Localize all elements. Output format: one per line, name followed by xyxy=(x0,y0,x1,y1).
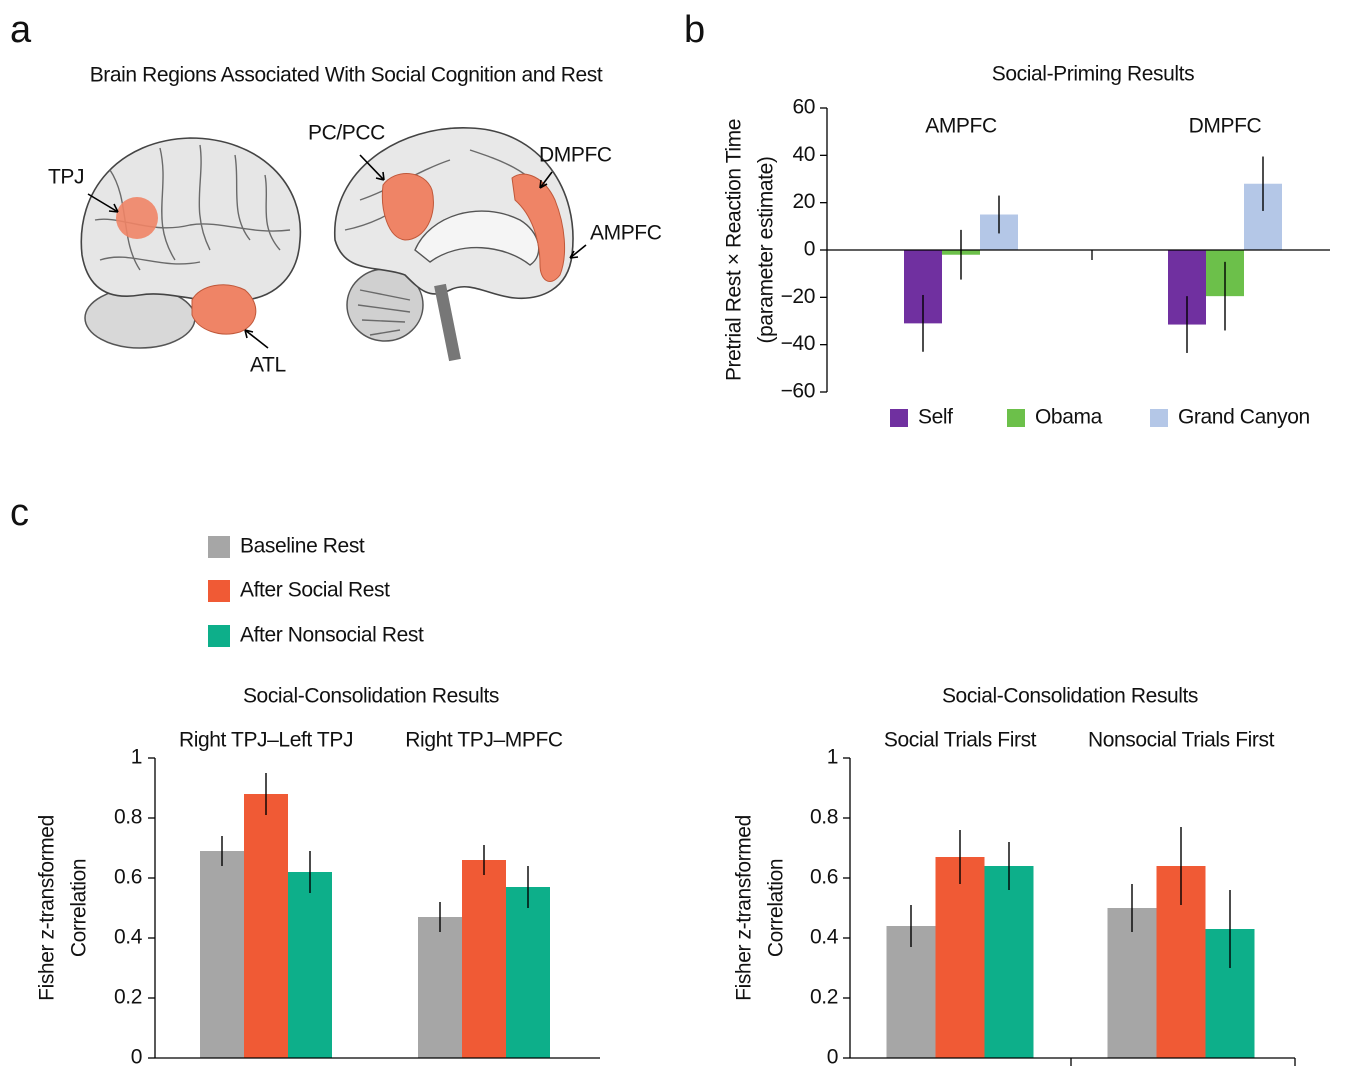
category-label: Social Trials First xyxy=(884,729,1037,752)
region-label: ATL xyxy=(250,354,286,377)
legend-label: Grand Canyon xyxy=(1178,406,1310,429)
bar xyxy=(244,794,288,1058)
bar xyxy=(418,917,462,1058)
category-label: Right TPJ–Left TPJ xyxy=(179,729,353,752)
y-tick-label: 0 xyxy=(827,1046,838,1066)
y-tick-label: 40 xyxy=(792,143,815,166)
y-tick-label: −20 xyxy=(781,285,815,308)
y-axis-label: (parameter estimate) xyxy=(755,157,778,344)
category-label: Nonsocial Trials First xyxy=(1088,729,1275,752)
chart-title: Social-Consolidation Results xyxy=(942,685,1198,708)
legend-swatch xyxy=(890,409,908,427)
y-tick-label: 0 xyxy=(131,1046,142,1066)
y-tick-label: 0.2 xyxy=(114,986,142,1009)
legend-label: Self xyxy=(918,406,953,429)
y-tick-label: 0.4 xyxy=(810,926,839,949)
bar xyxy=(936,857,985,1058)
y-tick-label: −60 xyxy=(781,380,815,403)
y-tick-label: 60 xyxy=(792,96,815,119)
legend-label: Obama xyxy=(1035,406,1103,429)
y-axis-label: Fisher z-transformed xyxy=(36,815,59,1001)
y-tick-label: −40 xyxy=(781,332,815,355)
y-tick-label: 20 xyxy=(792,190,815,213)
y-tick-label: 0.2 xyxy=(810,986,838,1009)
y-axis-label: Correlation xyxy=(765,859,788,957)
region-label: PC/PCC xyxy=(308,122,385,145)
bar xyxy=(985,866,1034,1058)
y-tick-label: 0.8 xyxy=(810,806,838,829)
legend-label: After Social Rest xyxy=(240,579,390,602)
chart-title: Social-Consolidation Results xyxy=(243,685,499,708)
brain-title: Brain Regions Associated With Social Cog… xyxy=(90,64,603,87)
region-label: AMPFC xyxy=(590,222,662,245)
category-label: AMPFC xyxy=(925,115,997,138)
y-axis-label: Pretrial Rest × Reaction Time xyxy=(723,119,746,381)
y-tick-label: 0.6 xyxy=(810,866,838,889)
panel-label: c xyxy=(10,492,29,534)
y-tick-label: 1 xyxy=(827,746,838,769)
y-tick-label: 1 xyxy=(131,746,142,769)
category-label: DMPFC xyxy=(1189,115,1262,138)
category-label: Right TPJ–MPFC xyxy=(405,729,563,752)
region-label: DMPFC xyxy=(539,144,612,167)
legend-swatch xyxy=(1007,409,1025,427)
region-label: TPJ xyxy=(48,166,84,189)
y-axis-label: Correlation xyxy=(68,859,91,957)
legend-label: After Nonsocial Rest xyxy=(240,624,424,647)
legend-swatch xyxy=(208,536,230,558)
bar xyxy=(462,860,506,1058)
y-tick-label: 0.8 xyxy=(114,806,142,829)
y-tick-label: 0.4 xyxy=(114,926,143,949)
figure: a b c Brain Regions Associated With Soci… xyxy=(0,0,1349,1066)
y-axis-label: Fisher z-transformed xyxy=(733,815,756,1001)
y-tick-label: 0 xyxy=(804,238,815,261)
bar xyxy=(288,872,332,1058)
brain-illustration: Brain Regions Associated With Social Cog… xyxy=(48,64,662,377)
legend-swatch xyxy=(1150,409,1168,427)
y-tick-label: 0.6 xyxy=(114,866,142,889)
panel-label: b xyxy=(684,9,705,51)
legend-swatch xyxy=(208,625,230,647)
bar xyxy=(506,887,550,1058)
chart-title: Social-Priming Results xyxy=(992,63,1194,86)
panel-label: a xyxy=(10,9,32,51)
legend-label: Baseline Rest xyxy=(240,535,365,558)
bar xyxy=(200,851,244,1058)
legend-swatch xyxy=(208,580,230,602)
